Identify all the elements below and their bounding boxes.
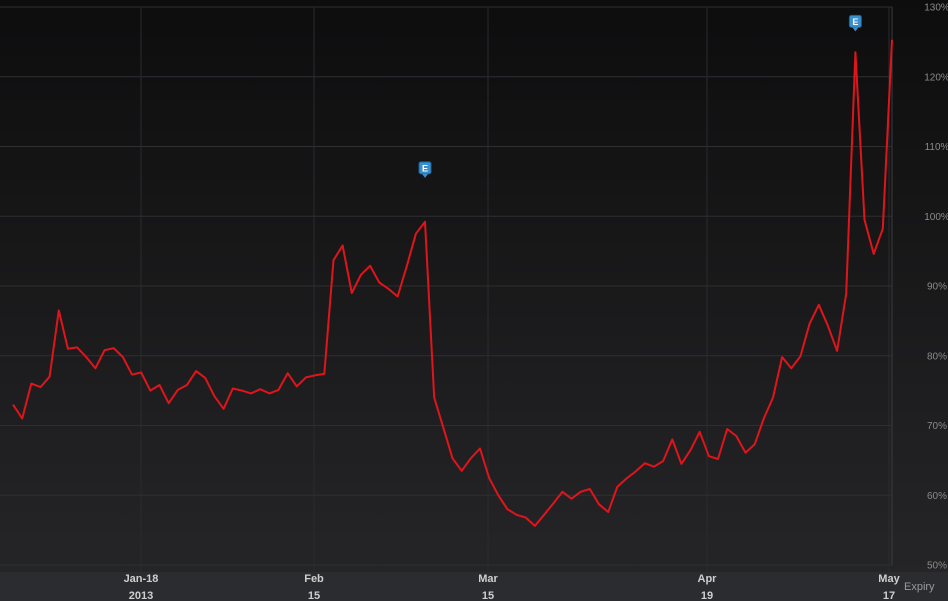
marker-label: E xyxy=(852,17,858,27)
series-line xyxy=(12,39,893,527)
y-axis-ticks: 50% 60% 70% 80% 90% 100% 110% 120% 130% xyxy=(924,3,948,572)
y-tick-label: 110% xyxy=(925,142,948,153)
x-axis-band xyxy=(0,572,948,601)
y-tick-label: 90% xyxy=(927,282,947,293)
x-tick-sublabel: 17 xyxy=(883,590,895,601)
x-axis-ticks: Jan-18 2013 Feb 15 Mar 15 Apr 19 May 17 xyxy=(124,573,901,601)
x-tick-label: Mar xyxy=(478,573,498,585)
x-tick-label: Feb xyxy=(304,573,324,585)
x-tick-label: May xyxy=(878,573,900,585)
y-tick-label: 80% xyxy=(927,351,947,362)
x-tick-sublabel: 19 xyxy=(701,590,713,601)
x-tick-label: Jan-18 xyxy=(124,573,159,585)
y-tick-label: 120% xyxy=(924,72,948,83)
y-tick-label: 70% xyxy=(927,421,947,432)
y-tick-label: 60% xyxy=(927,491,947,502)
grid-lines xyxy=(0,6,893,572)
y-tick-label: 130% xyxy=(924,3,948,14)
x-tick-label: Apr xyxy=(698,573,718,585)
x-tick-sublabel: 15 xyxy=(482,590,494,601)
x-tick-sublabel: 2013 xyxy=(129,590,153,601)
earnings-marker[interactable]: E xyxy=(418,161,432,178)
y-tick-label: 50% xyxy=(927,561,947,572)
marker-label: E xyxy=(422,163,428,173)
y-tick-label: 100% xyxy=(924,212,948,223)
earnings-markers: EE xyxy=(418,14,862,178)
x-tick-sublabel: 15 xyxy=(308,590,320,601)
earnings-marker[interactable]: E xyxy=(848,14,862,32)
x-axis-label: Expiry xyxy=(904,581,935,593)
